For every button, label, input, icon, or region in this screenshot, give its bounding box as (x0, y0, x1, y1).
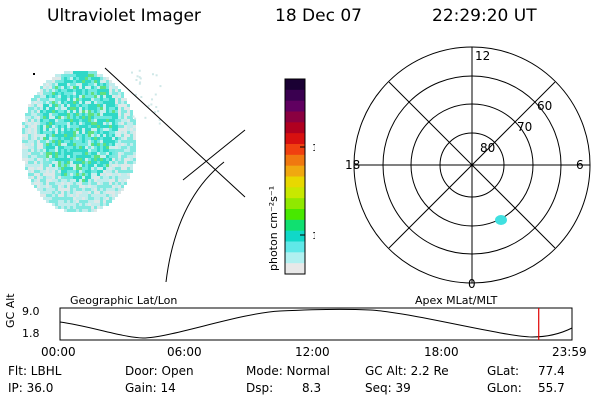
aurora-image (22, 69, 162, 212)
colorbar-swatch (285, 154, 305, 167)
gain-info: Gain: 14 (125, 381, 176, 395)
colorbar-swatch (285, 241, 305, 253)
colorbar: 100 10 photon cm⁻²s⁻¹ (267, 78, 315, 275)
glon-value: 55.7 (538, 381, 565, 395)
grid-line-2 (182, 129, 246, 181)
corner-dot (33, 73, 35, 75)
time-tick-1200: 12:00 (295, 345, 330, 359)
altitude-timeline (59, 307, 573, 341)
colorbar-swatch (285, 79, 305, 91)
colorbar-swatch (285, 187, 305, 199)
glat-value: 77.4 (538, 364, 565, 378)
grid-line-3 (165, 161, 225, 283)
glat-label: GLat: (487, 364, 520, 378)
colorbar-swatch (285, 100, 305, 113)
colorbar-swatch (285, 122, 305, 134)
mlt-label-6: 6 (576, 158, 584, 172)
colorbar-swatch (285, 111, 305, 123)
gc-alt-tick-low: 1.8 (22, 327, 40, 340)
dsp-value: 8.3 (302, 381, 322, 395)
mlat-label-60: 60 (537, 99, 552, 113)
mode-info: Mode: Normal (246, 364, 330, 378)
grid-line-1 (104, 67, 246, 198)
time-tick-1800: 18:00 (424, 345, 459, 359)
colorbar-swatch (285, 144, 305, 156)
altitude-curve (59, 308, 573, 339)
image-title: Ultraviolet Imager (47, 6, 201, 26)
mlt-label-18: 18 (345, 158, 360, 172)
polar-mlat-mlt-plot: 12 18 6 0 60 70 80 (345, 46, 591, 290)
colorbar-swatch (285, 230, 305, 243)
time-tick-0600: 06:00 (167, 345, 202, 359)
image-time: 22:29:20 UT (432, 6, 537, 26)
colorbar-swatch (285, 252, 305, 264)
gc-alt-axis-label: GC Alt (4, 293, 17, 328)
polar-emission-spot (495, 215, 507, 225)
gc-alt-tick-high: 9.0 (22, 305, 40, 318)
gc-alt-info: GC Alt: 2.2 Re (365, 364, 449, 378)
door-info: Door: Open (125, 364, 194, 378)
mlt-label-12: 12 (475, 49, 490, 63)
colorbar-swatch (285, 89, 305, 102)
colorbar-swatch (285, 165, 305, 178)
colorbar-swatches (285, 79, 305, 275)
time-tick-0000: 00:00 (41, 345, 76, 359)
filter-info: Flt: LBHL (8, 364, 62, 378)
colorbar-tick-100: 100 (312, 143, 315, 154)
image-date: 18 Dec 07 (275, 6, 362, 26)
ip-info: IP: 36.0 (8, 381, 54, 395)
colorbar-swatch (285, 133, 305, 145)
colorbar-swatch (285, 176, 305, 188)
mlat-label-70: 70 (517, 120, 532, 134)
dsp-label: Dsp: (246, 381, 274, 395)
seq-info: Seq: 39 (365, 381, 411, 395)
geographic-label: Geographic Lat/Lon (70, 294, 178, 307)
time-tick-2359: 23:59 (552, 345, 587, 359)
apex-label: Apex MLat/MLT (415, 294, 498, 307)
colorbar-tick-10: 10 (312, 231, 315, 242)
glon-label: GLon: (487, 381, 522, 395)
colorbar-swatch (285, 219, 305, 232)
mlat-label-80: 80 (480, 141, 495, 155)
colorbar-unit-label: photon cm⁻²s⁻¹ (267, 186, 280, 271)
colorbar-swatch (285, 263, 305, 275)
colorbar-swatch (285, 198, 305, 210)
colorbar-swatch (285, 209, 305, 221)
mlt-label-0: 0 (468, 277, 476, 290)
